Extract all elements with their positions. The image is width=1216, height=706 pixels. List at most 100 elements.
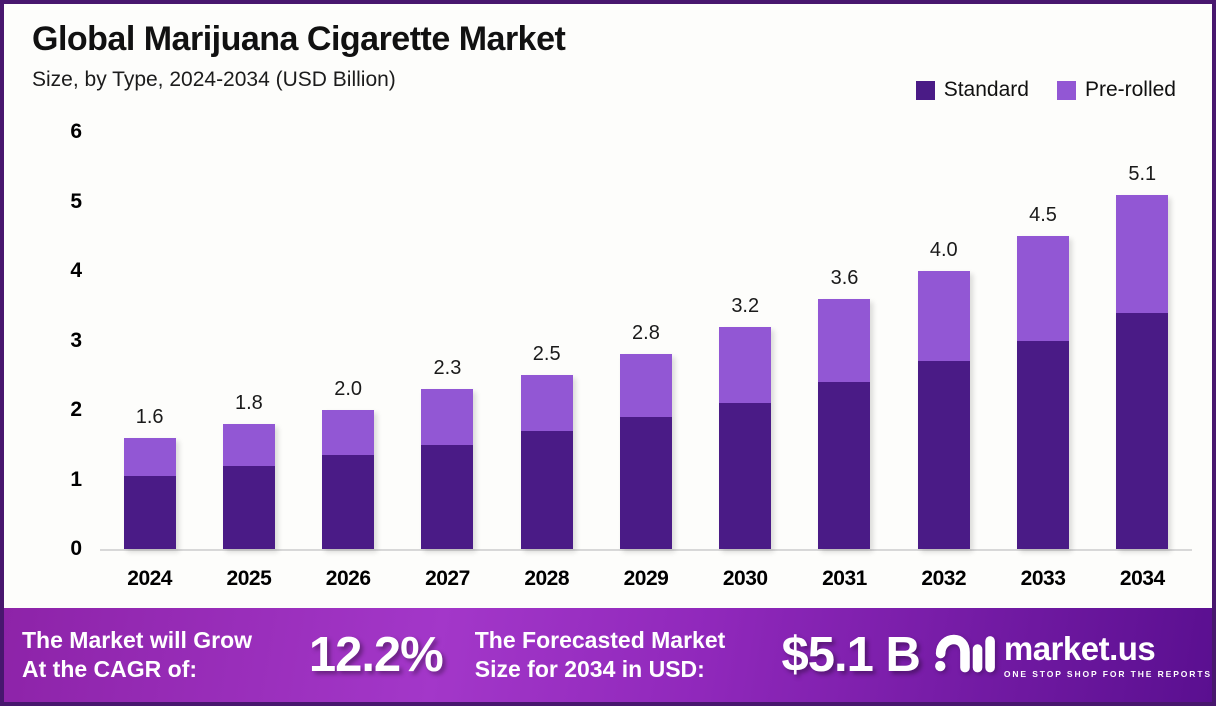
bar-segment-pre-rolled-2029 (619, 354, 672, 417)
bar-group-2032: 4.0 (894, 132, 993, 549)
y-axis-tick-6: 6 (70, 120, 82, 143)
cagr-label: The Market will Grow At the CAGR of: (22, 626, 303, 685)
bar-segment-standard-2034 (1116, 312, 1169, 549)
bar-group-2025: 1.8 (199, 132, 298, 549)
bar-segment-pre-rolled-2032 (917, 271, 970, 362)
cagr-value: 12.2% (308, 628, 444, 682)
x-axis-label-2031: 2031 (822, 567, 867, 590)
cagr-label-line2: At the CAGR of: (22, 656, 198, 682)
bar-total-label-2033: 4.5 (1029, 204, 1057, 227)
bar-segment-standard-2028 (520, 430, 573, 549)
y-axis-tick-2: 2 (70, 398, 82, 421)
bar-segment-pre-rolled-2025 (222, 423, 275, 466)
x-axis-label-2030: 2030 (722, 567, 768, 590)
bar-stack-2029 (619, 354, 672, 549)
x-axis-baseline (100, 549, 1192, 551)
logo-text: market.us ONE STOP SHOP FOR THE REPORTS (1004, 632, 1212, 679)
bar-stack-2031 (818, 298, 871, 549)
bar-group-2028: 2.5 (497, 132, 596, 549)
x-axis-labels: 2024 2025 2026 2027 2028 2029 2030 2031 2032 2033… (100, 567, 1192, 591)
bar-total-label-2031: 3.6 (830, 266, 859, 289)
forecast-value: $5.1 B (781, 628, 920, 682)
bar-total-label-2029: 2.8 (632, 322, 660, 345)
bar-segment-standard-2026 (322, 455, 375, 549)
bar-stack-2025 (222, 423, 275, 549)
bar-segment-standard-2024 (123, 476, 176, 549)
x-axis-label-2029: 2029 (623, 567, 669, 590)
forecast-label: The Forecasted Market Size for 2034 in U… (475, 626, 774, 685)
bar-stack-2034 (1116, 194, 1169, 549)
bars-area: 1.6 1.8 2.0 2.3 2.5 2.8 3.2 3.6 4.0 4.5 5.1 (100, 132, 1192, 549)
x-axis-label-2032: 2032 (921, 567, 967, 590)
x-axis-label-2025: 2025 (226, 567, 272, 590)
y-axis-tick-5: 5 (70, 189, 82, 213)
cagr-label-line1: The Market will Grow (22, 626, 253, 653)
bar-segment-pre-rolled-2027 (421, 389, 474, 445)
bar-stack-2033 (1017, 236, 1070, 549)
bar-segment-pre-rolled-2028 (520, 375, 573, 431)
bar-stack-2024 (123, 437, 176, 549)
x-axis-label-2034: 2034 (1119, 567, 1165, 590)
bar-segment-standard-2025 (222, 465, 275, 549)
y-axis: 0 1 2 3 4 5 6 (44, 4, 82, 616)
bar-total-label-2027: 2.3 (433, 357, 462, 380)
bar-total-label-2026: 2.0 (334, 378, 363, 401)
bar-stack-2027 (421, 389, 474, 549)
page-title: Global Marijuana Cigarette Market (32, 20, 566, 58)
bar-total-label-2025: 1.8 (234, 391, 263, 414)
stacked-bar-chart: 0 1 2 3 4 5 6 1.6 1.8 2.0 2.3 2.5 2.8 3.2 3.6 4.0 4.5 5.… (4, 4, 1212, 616)
market-us-logo-icon (934, 634, 995, 673)
bar-segment-pre-rolled-2031 (818, 298, 871, 383)
bar-group-2026: 2.0 (299, 132, 398, 549)
bar-group-2027: 2.3 (398, 132, 497, 549)
legend-swatch-pre-rolled-icon (1056, 80, 1076, 100)
bar-segment-standard-2030 (719, 403, 772, 549)
x-axis-label-2024: 2024 (127, 567, 172, 590)
bar-stack-2032 (917, 271, 970, 549)
legend-item-pre-rolled: Pre-rolled (1056, 78, 1176, 102)
x-axis-label-2026: 2026 (325, 567, 371, 590)
bottom-banner: The Market will Grow At the CAGR of: 12.… (4, 608, 1212, 702)
bar-total-label-2034: 5.1 (1128, 162, 1157, 185)
x-axis-label-2027: 2027 (425, 567, 470, 590)
y-axis-tick-3: 3 (70, 328, 82, 352)
bar-group-2034: 5.1 (1093, 132, 1192, 549)
forecast-label-line1: The Forecasted Market (474, 626, 726, 653)
forecast-label-line2: Size for 2034 in USD: (474, 656, 705, 682)
bar-segment-standard-2027 (421, 444, 474, 549)
y-axis-tick-0: 0 (70, 537, 82, 560)
page-subtitle: Size, by Type, 2024-2034 (USD Billion) (32, 68, 396, 91)
bar-group-2029: 2.8 (596, 132, 695, 549)
y-axis-tick-4: 4 (70, 259, 82, 282)
bar-group-2031: 3.6 (795, 132, 894, 549)
bar-group-2033: 4.5 (993, 132, 1092, 549)
market-us-logo: market.us ONE STOP SHOP FOR THE REPORTS (934, 627, 1212, 683)
bar-stack-2030 (719, 326, 772, 549)
bar-total-label-2024: 1.6 (135, 405, 164, 428)
header: Global Marijuana Cigarette Market Size, … (32, 20, 566, 92)
bar-segment-pre-rolled-2034 (1116, 194, 1169, 313)
bar-segment-pre-rolled-2033 (1017, 236, 1070, 341)
legend-swatch-standard-icon (915, 80, 935, 100)
bar-segment-pre-rolled-2024 (123, 437, 176, 477)
bar-total-label-2030: 3.2 (731, 294, 760, 317)
legend-item-standard: Standard (915, 78, 1029, 102)
chart-legend: Standard Pre-rolled (915, 78, 1176, 102)
bar-stack-2026 (322, 410, 375, 549)
y-axis-tick-1: 1 (70, 467, 82, 491)
bar-total-label-2028: 2.5 (532, 343, 561, 366)
bar-segment-standard-2029 (619, 416, 672, 549)
bar-group-2024: 1.6 (100, 132, 199, 549)
legend-label-standard: Standard (943, 78, 1029, 101)
bar-group-2030: 3.2 (696, 132, 795, 549)
logo-name: market.us (1003, 629, 1156, 667)
bar-total-label-2032: 4.0 (929, 239, 958, 262)
bar-segment-pre-rolled-2026 (322, 410, 375, 456)
logo-tagline: ONE STOP SHOP FOR THE REPORTS (1003, 668, 1212, 679)
bar-segment-standard-2033 (1017, 340, 1070, 549)
x-axis-label-2028: 2028 (524, 567, 570, 590)
x-axis-label-2033: 2033 (1020, 567, 1066, 590)
bar-segment-standard-2032 (917, 361, 970, 549)
bar-segment-pre-rolled-2030 (719, 326, 772, 404)
